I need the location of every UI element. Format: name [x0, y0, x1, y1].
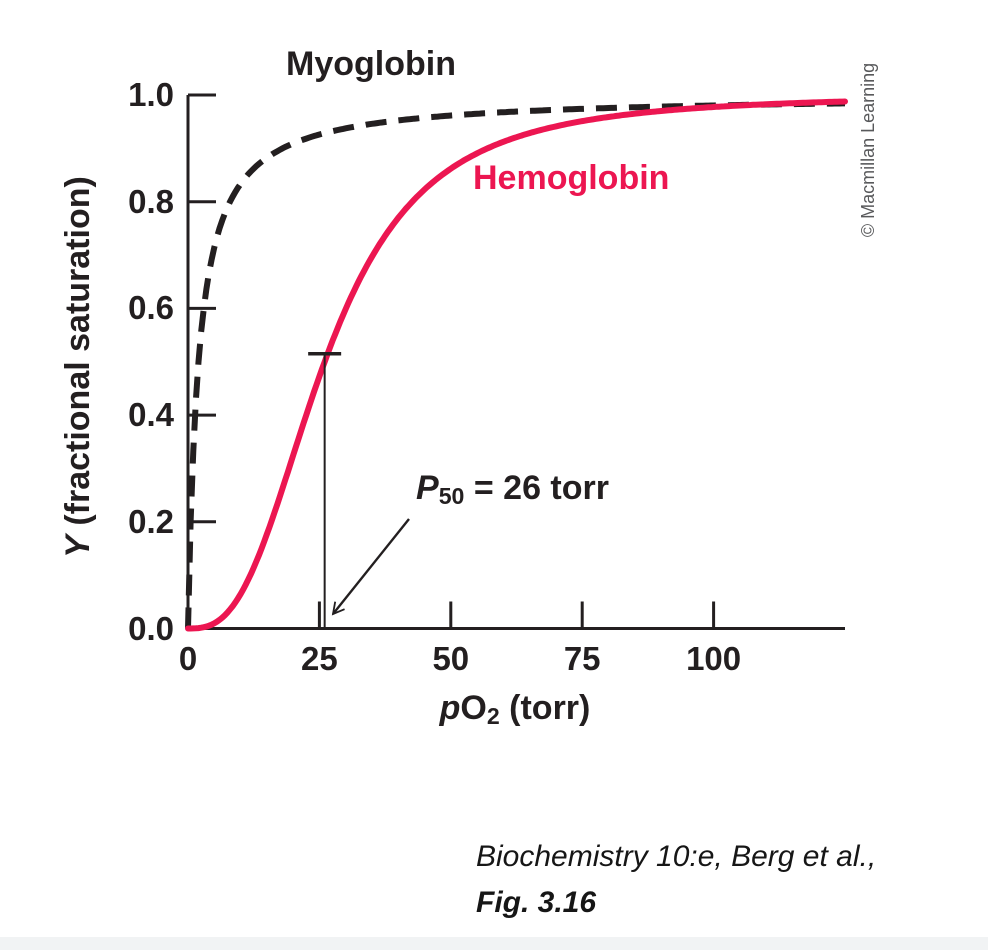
- myoglobin-label: Myoglobin: [286, 45, 456, 83]
- axes: [186, 93, 845, 630]
- p50-symbol: P: [416, 469, 439, 507]
- p50-subscript: 50: [438, 483, 465, 510]
- y-tick-label: 0.4: [128, 396, 174, 434]
- p50-annotation-label: P50 = 26 torr: [416, 469, 609, 508]
- x-tick-label: 75: [563, 640, 601, 677]
- hemoglobin-curve: [185, 98, 848, 632]
- x-axis-title-main: O: [460, 689, 487, 727]
- y-axis-symbol: Y: [59, 535, 97, 558]
- x-tick-label: 100: [686, 640, 742, 677]
- x-tick-label: 0: [178, 640, 198, 677]
- bottom-strip: [0, 937, 988, 950]
- caption-figure-number: Fig. 3.16: [476, 886, 597, 919]
- y-tick-label: 0.0: [128, 609, 174, 647]
- p50-value: = 26 torr: [464, 469, 609, 507]
- y-tick-label: 0.2: [128, 502, 174, 540]
- y-tick-label: 1.0: [128, 76, 174, 113]
- x-axis-symbol: p: [439, 689, 461, 727]
- hemoglobin-label: Hemoglobin: [473, 159, 670, 197]
- y-axis-title: Y (fractional saturation): [59, 176, 97, 558]
- y-tick-label: 0.6: [128, 289, 174, 327]
- y-axis-title-rest: (fractional saturation): [59, 176, 97, 536]
- x-axis-title-sub: 2: [486, 703, 500, 730]
- p50-marker: [308, 352, 410, 628]
- x-tick-label: 25: [301, 640, 338, 677]
- y-tick-label: 0.8: [128, 182, 174, 220]
- caption-line1: Biochemistry 10:e, Berg et al.,: [476, 840, 877, 873]
- source-caption: Biochemistry 10:e, Berg et al., Fig. 3.1…: [476, 834, 876, 926]
- x-axis-title: pO2 (torr): [439, 689, 591, 728]
- p50-arrow: [331, 518, 410, 616]
- copyright-notice: © Macmillan Learning: [858, 62, 878, 238]
- x-axis-title-rest: (torr): [499, 689, 591, 727]
- x-tick-label: 50: [432, 640, 470, 677]
